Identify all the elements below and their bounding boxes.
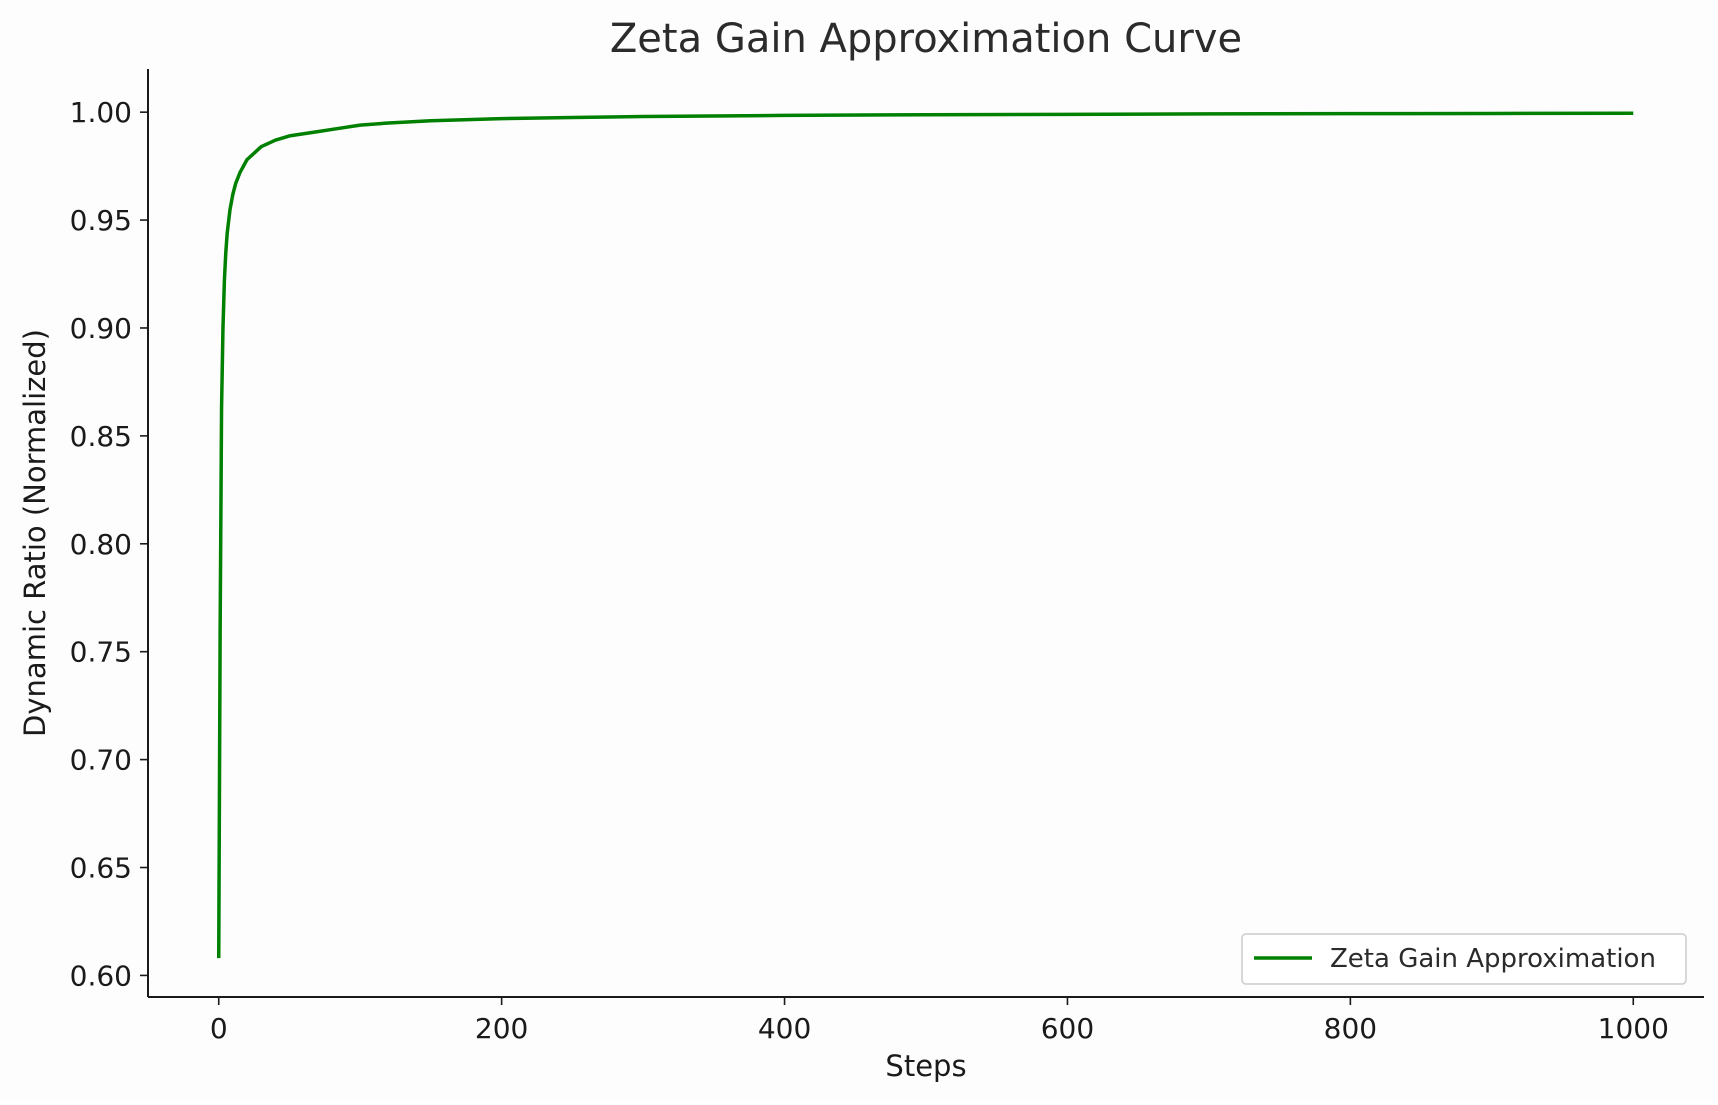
x-tick-label: 200 [475,1012,528,1045]
series-layer [216,111,1634,959]
x-tick-label: 400 [758,1012,811,1045]
y-tick-label: 0.85 [70,420,132,453]
y-tick-label: 0.80 [70,528,132,561]
y-axis-ticks: 0.60 0.65 0.70 0.75 0.80 0.85 0.90 0.95 1.00 [70,96,148,992]
x-tick-label: 800 [1324,1012,1377,1045]
x-tick-label: 600 [1041,1012,1094,1045]
y-tick-label: 1.00 [70,96,132,129]
x-tick-label: 0 [210,1012,228,1045]
y-tick-label: 0.95 [70,204,132,237]
series-line [216,111,1634,959]
chart-title: Zeta Gain Approximation Curve [610,16,1242,62]
y-tick-label: 0.60 [70,959,132,992]
y-tick-label: 0.70 [70,744,132,777]
x-axis-title: Steps [885,1049,966,1083]
y-tick-label: 0.90 [70,312,132,345]
y-axis-title: Dynamic Ratio (Normalized) [18,329,52,737]
legend-box [1241,933,1687,985]
y-tick-label: 0.75 [70,636,132,669]
x-tick-label: 1000 [1598,1012,1669,1045]
y-tick-label: 0.65 [70,852,132,885]
legend: Zeta Gain Approximation [1241,933,1687,985]
x-axis-ticks: 0 200 400 600 800 1000 [210,997,1669,1045]
legend-label: Zeta Gain Approximation [1330,944,1656,974]
